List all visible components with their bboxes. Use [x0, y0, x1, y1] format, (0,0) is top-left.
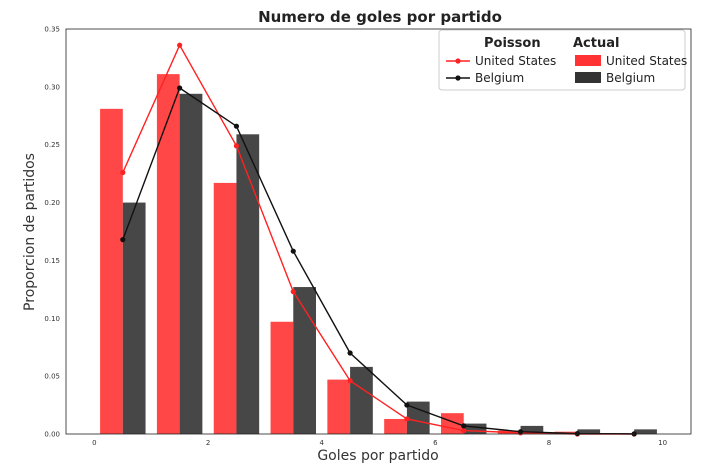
- poisson-point-united-states-1: [177, 42, 183, 48]
- legend-actual-be: Belgium: [606, 71, 655, 85]
- poisson-point-belgium-1: [177, 85, 183, 91]
- poisson-point-belgium-3: [290, 248, 296, 254]
- poisson-point-belgium-8: [574, 430, 580, 437]
- y-tick-label-0.30: 0.30: [44, 83, 60, 91]
- bar-belgium-1: [179, 93, 203, 435]
- legend-poisson-be: Belgium: [475, 71, 524, 85]
- legend-actual-us: United States: [606, 54, 687, 68]
- x-tick-label-2: 2: [206, 439, 210, 447]
- legend-header-actual: Actual: [573, 36, 619, 51]
- bar-united-states-2: [213, 182, 237, 434]
- poisson-line-united-states: [122, 43, 635, 435]
- y-tick-label-0.00: 0.00: [44, 431, 60, 439]
- poisson-point-united-states-5: [404, 416, 410, 422]
- legend-us-line-marker: [455, 58, 461, 64]
- bar-belgium-9: [634, 429, 657, 434]
- bar-belgium-0: [122, 202, 146, 434]
- bar-belgium-5: [406, 401, 430, 434]
- x-tick-label-6: 6: [433, 439, 438, 447]
- x-axis-label: Goles por partido: [317, 448, 438, 464]
- bar-belgium-2: [236, 134, 260, 435]
- chart-title: Numero de goles por partido: [258, 8, 502, 26]
- y-tick-label-0.35: 0.35: [44, 26, 60, 34]
- lines-layer: [120, 42, 637, 437]
- poisson-point-belgium-2: [233, 123, 240, 129]
- legend: Poisson Actual United States Belgium Uni…: [438, 29, 687, 91]
- y-tick-label-0.20: 0.20: [44, 199, 60, 207]
- bar-belgium-8: [577, 429, 601, 434]
- poisson-point-united-states-2: [233, 143, 240, 149]
- poisson-point-united-states-0: [120, 169, 126, 176]
- poisson-point-belgium-5: [404, 402, 410, 408]
- x-ticks: 0 2 4 6 8 10: [92, 439, 667, 447]
- bars-layer: [100, 74, 657, 435]
- poisson-line-belgium: [122, 86, 635, 435]
- bar-united-states-0: [100, 108, 123, 434]
- bar-united-states-5: [384, 418, 407, 434]
- y-tick-label-0.05: 0.05: [44, 373, 60, 381]
- y-ticks: 0.00 0.05 0.10 0.15 0.20 0.25 0.30 0.35: [44, 26, 60, 439]
- poisson-point-belgium-4: [347, 350, 353, 356]
- bar-united-states-3: [270, 321, 294, 434]
- bar-united-states-4: [327, 379, 351, 434]
- poisson-point-belgium-6: [461, 423, 467, 429]
- x-tick-label-4: 4: [319, 439, 324, 447]
- y-tick-label-0.25: 0.25: [44, 141, 60, 149]
- legend-header-poisson: Poisson: [484, 36, 541, 51]
- bar-belgium-7: [520, 425, 544, 434]
- legend-box: [438, 29, 686, 91]
- poisson-point-united-states-4: [347, 378, 353, 384]
- poisson-point-united-states-6: [461, 427, 467, 434]
- legend-poisson-us: United States: [475, 54, 556, 68]
- plot-frame: [65, 28, 692, 435]
- legend-be-bar-swatch: [575, 72, 601, 83]
- x-tick-label-10: 10: [658, 439, 667, 447]
- poisson-point-belgium-7: [517, 429, 524, 435]
- legend-us-bar-swatch: [575, 55, 601, 66]
- bar-belgium-6: [463, 423, 487, 434]
- y-tick-label-0.10: 0.10: [44, 315, 60, 323]
- x-tick-label-8: 8: [547, 439, 551, 447]
- x-tick-label-0: 0: [92, 439, 96, 447]
- legend-be-line-marker: [455, 75, 461, 81]
- y-tick-label-0.15: 0.15: [44, 257, 60, 265]
- bar-belgium-3: [293, 287, 316, 434]
- bar-united-states-6: [441, 413, 464, 434]
- poisson-point-belgium-0: [120, 237, 126, 243]
- poisson-point-united-states-3: [290, 289, 296, 295]
- y-axis-label: Proporcion de partidos: [22, 153, 38, 311]
- bar-belgium-4: [350, 366, 373, 434]
- bar-united-states-1: [156, 74, 180, 434]
